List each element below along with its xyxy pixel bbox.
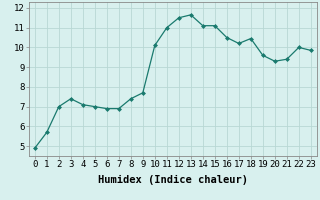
X-axis label: Humidex (Indice chaleur): Humidex (Indice chaleur) xyxy=(98,175,248,185)
